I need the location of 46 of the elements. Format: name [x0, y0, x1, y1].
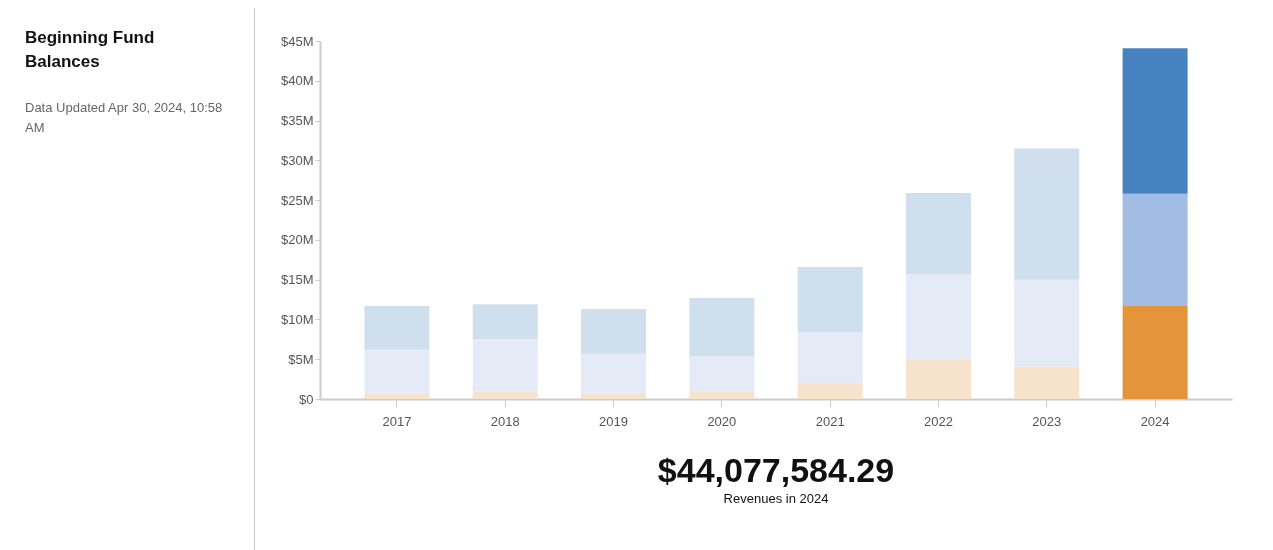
bar — [905, 359, 971, 399]
bar — [689, 356, 755, 392]
y-tick-label: $10M — [280, 311, 314, 327]
x-tick-label: 2019 — [599, 413, 628, 429]
text: $44,077,584.29 — [656, 450, 896, 490]
bar — [364, 349, 430, 394]
x-tick-label: 2024 — [1140, 413, 1170, 429]
bar — [1122, 48, 1188, 194]
y-tick-label: $15M — [280, 272, 314, 288]
bar — [472, 304, 538, 340]
bar — [581, 353, 647, 394]
bar — [1014, 366, 1080, 399]
y-tick-label: $0 — [299, 391, 314, 407]
text: Data Updated Apr 30, 2024, 10:58 AM — [25, 99, 224, 137]
bar — [1014, 279, 1080, 367]
y-tick-label: $45M — [280, 33, 314, 49]
y-tick-label: $25M — [280, 192, 314, 208]
bar — [581, 393, 647, 399]
x-tick-label: 2021 — [815, 413, 845, 429]
bar — [1122, 193, 1188, 306]
x-tick-label: 2018 — [490, 413, 520, 429]
bar — [1014, 148, 1080, 280]
bar — [364, 305, 430, 350]
bar — [689, 391, 755, 399]
y-tick-label: $20M — [280, 232, 314, 248]
y-tick-label: $35M — [280, 113, 314, 129]
x-tick-label: 2022 — [924, 413, 953, 429]
text: Beginning Fund Balances — [25, 27, 156, 73]
bar — [581, 309, 647, 354]
bar — [797, 332, 863, 384]
bar — [364, 393, 430, 399]
bar — [689, 297, 755, 357]
x-tick-label: 2020 — [707, 413, 737, 429]
x-tick-label: 2017 — [382, 413, 412, 429]
bar — [905, 192, 971, 275]
y-tick-label: $40M — [280, 73, 314, 89]
bar — [472, 391, 538, 399]
bar — [1122, 305, 1188, 399]
bar — [797, 383, 863, 399]
bar — [797, 266, 863, 333]
x-tick-label: 2023 — [1032, 413, 1062, 429]
y-tick-label: $5M — [288, 351, 314, 367]
bar — [905, 274, 971, 360]
text: Revenues in 2024 — [722, 490, 830, 508]
y-tick-label: $30M — [280, 152, 314, 168]
bar — [472, 339, 538, 392]
